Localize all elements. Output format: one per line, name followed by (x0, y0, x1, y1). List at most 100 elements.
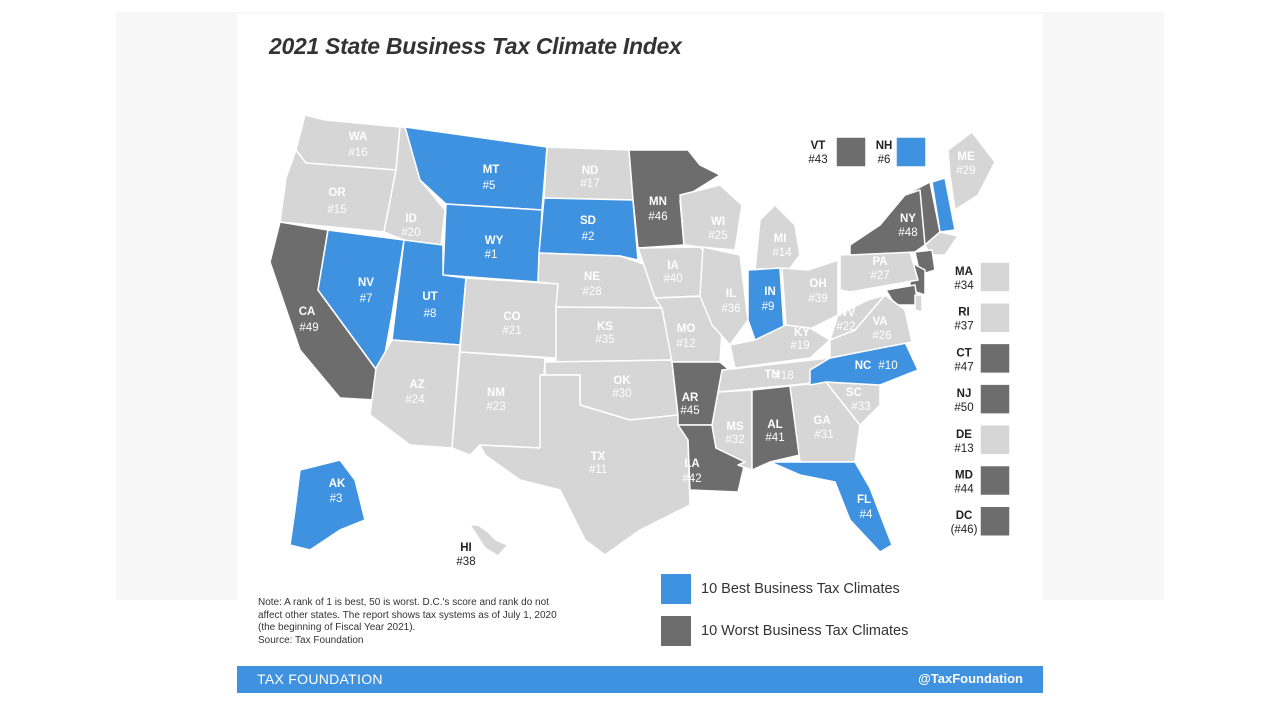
legend-worst-swatch (661, 616, 691, 646)
state-label-or: OR (328, 187, 346, 199)
inset-rank-ri: #37 (954, 321, 973, 333)
state-rank-mt: #5 (483, 180, 496, 192)
state-label-ca: CA (299, 306, 316, 318)
inset-label-nh: NH (876, 140, 893, 152)
state-rank-ca: #49 (299, 322, 318, 334)
state-label-la: LA (684, 458, 699, 470)
inset-label-de: DE (956, 429, 972, 441)
state-rank-mn: #46 (648, 211, 667, 223)
inset-label-dc: DC (956, 510, 973, 522)
state-fl (769, 461, 893, 553)
state-label-wv: WV (837, 307, 856, 319)
state-rank-ok: #30 (612, 388, 631, 400)
state-rank-al: #41 (765, 432, 784, 444)
legend-worst-label: 10 Worst Business Tax Climates (701, 623, 909, 639)
state-label-wa: WA (349, 131, 368, 143)
state-label-ky: KY (794, 327, 810, 339)
state-label-nc: NC (855, 360, 872, 372)
state-rank-ia: #40 (663, 273, 682, 285)
footer-brand: TAX FOUNDATION (257, 671, 383, 687)
inset-rank-vt: #43 (808, 154, 827, 166)
state-label-ak: AK (329, 478, 346, 490)
state-rank-in: #9 (762, 301, 775, 313)
source-text: Source: Tax Foundation (258, 634, 364, 646)
note-text: Note: A rank of 1 is best, 50 is worst. … (258, 597, 557, 633)
state-label-mo: MO (677, 323, 696, 335)
legend-worst: 10 Worst Business Tax Climates (661, 616, 908, 646)
state-label-mi: MI (774, 233, 787, 245)
state-rank-tx: #11 (589, 464, 607, 476)
state-rank-hi: #38 (456, 556, 475, 568)
legend-best-label: 10 Best Business Tax Climates (701, 581, 900, 597)
state-label-id: ID (405, 213, 417, 225)
state-label-nd: ND (582, 165, 599, 177)
state-label-pa: PA (872, 256, 887, 268)
state-label-me: ME (957, 151, 975, 163)
inset-rank-md: #44 (954, 484, 974, 496)
legend-best: 10 Best Business Tax Climates (661, 574, 900, 604)
inset-box-ma (979, 261, 1011, 293)
state-rank-wa: #16 (348, 147, 367, 159)
state-rank-ak: #3 (330, 493, 343, 505)
inset-box-vt (835, 136, 867, 168)
state-rank-la: #42 (682, 473, 701, 485)
inset-rank-ct: #47 (954, 361, 973, 373)
inset-box-ri (979, 301, 1011, 334)
state-rank-pa: #27 (870, 270, 889, 282)
state-label-ny: NY (900, 213, 916, 225)
state-rank-wy: #1 (485, 249, 498, 261)
legend-best-swatch (661, 574, 691, 604)
state-label-tx: TX (591, 451, 606, 463)
state-hi (469, 524, 509, 557)
state-label-wi: WI (711, 216, 725, 228)
inset-rank-ma: #34 (954, 280, 974, 292)
state-wv (829, 294, 886, 341)
state-label-ia: IA (667, 260, 679, 272)
map-title: 2021 State Business Tax Climate Index (269, 33, 682, 59)
state-rank-ms: #32 (725, 434, 744, 446)
state-rank-ar: #45 (680, 405, 699, 417)
inset-rank-dc: (#46) (951, 524, 978, 536)
state-rank-mo: #12 (676, 338, 695, 350)
state-label-in: IN (764, 286, 776, 298)
state-rank-az: #24 (405, 394, 425, 406)
state-label-sd: SD (580, 215, 596, 227)
state-label-ks: KS (597, 321, 613, 333)
state-rank-sc: #33 (851, 401, 870, 413)
state-rank-co: #21 (502, 325, 521, 337)
state-label-nm: NM (487, 387, 505, 399)
state-label-oh: OH (809, 278, 826, 290)
state-label-mt: MT (483, 164, 500, 176)
state-label-wy: WY (485, 235, 504, 247)
state-ny (849, 189, 926, 256)
state-label-ne: NE (584, 271, 600, 283)
inset-box-nh (895, 136, 927, 168)
state-label-sc: SC (846, 387, 862, 399)
state-rank-va: #26 (872, 330, 891, 342)
state-sd (538, 197, 639, 261)
state-label-ar: AR (682, 392, 699, 404)
state-label-va: VA (872, 316, 887, 328)
state-rank-nm: #23 (486, 401, 505, 413)
state-rank-nd: #17 (580, 178, 599, 190)
state-label-fl: FL (857, 494, 871, 506)
state-ak (289, 459, 366, 551)
state-rank-wi: #25 (708, 230, 727, 242)
state-rank-or: #15 (327, 204, 346, 216)
state-label-nv: NV (358, 277, 374, 289)
inset-box-ct (979, 342, 1011, 375)
state-label-ok: OK (613, 375, 631, 387)
inset-label-ri: RI (958, 307, 970, 319)
footer-handle: @TaxFoundation (918, 671, 1023, 686)
state-rank-nv: #7 (360, 293, 373, 305)
state-label-co: CO (503, 311, 520, 323)
state-label-al: AL (767, 419, 782, 431)
state-rank-wv: #22 (836, 321, 855, 333)
inset-box-dc (979, 505, 1011, 537)
state-rank-nc: #10 (878, 360, 897, 372)
state-me (947, 131, 996, 211)
de-shape (914, 294, 923, 313)
state-rank-tn: #18 (774, 370, 793, 382)
state-rank-ks: #35 (595, 334, 614, 346)
